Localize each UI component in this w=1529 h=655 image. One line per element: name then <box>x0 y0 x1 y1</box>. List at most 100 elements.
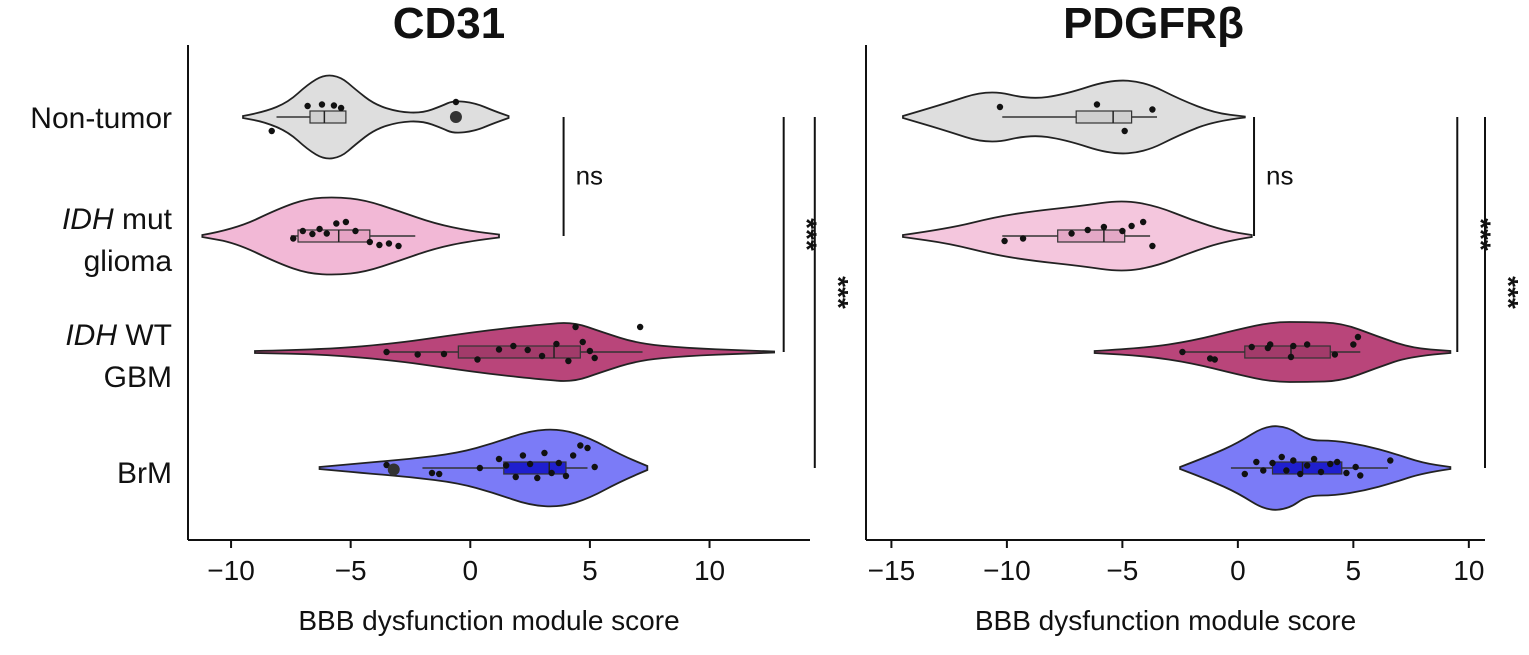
significance-label: *** <box>792 218 823 251</box>
data-point <box>591 463 598 471</box>
data-point <box>383 461 390 469</box>
data-point <box>366 238 374 246</box>
chart-panel-1: CD31 −10 −5 0 5 10 BBB dysfunction module scor… <box>30 0 854 636</box>
data-point <box>1019 235 1027 242</box>
x-tick-label: −10 <box>983 555 1031 586</box>
x-axis-label: BBB dysfunction module score <box>975 605 1356 636</box>
data-point <box>1354 333 1362 341</box>
data-point <box>1343 469 1350 477</box>
data-point <box>555 459 563 467</box>
data-point <box>299 227 307 235</box>
data-point <box>414 351 421 358</box>
chart-title: CD31 <box>393 0 506 48</box>
category-label: glioma <box>84 245 173 278</box>
data-point <box>579 338 586 346</box>
box-iqr <box>1244 345 1331 359</box>
data-point <box>534 474 541 482</box>
x-tick-label: −5 <box>335 555 367 586</box>
significance-label: ns <box>1266 161 1293 191</box>
violin-group-1 <box>242 74 510 160</box>
box-iqr <box>309 110 347 124</box>
x-axis-label: BBB dysfunction module score <box>298 605 679 636</box>
box-iqr <box>1075 110 1133 124</box>
x-tick-label: −15 <box>868 555 916 586</box>
data-point <box>1179 348 1186 356</box>
data-point <box>304 102 311 110</box>
data-point <box>323 230 330 237</box>
data-point <box>1149 106 1156 113</box>
data-point <box>383 348 390 356</box>
category-label-rest: mut <box>114 203 173 236</box>
data-point <box>290 235 297 242</box>
violin-group-2 <box>902 200 1253 272</box>
data-point <box>502 462 510 469</box>
x-tick-label: 0 <box>463 555 479 586</box>
chart-title: PDGFRβ <box>1063 0 1244 48</box>
data-point <box>330 102 338 109</box>
data-point <box>1387 457 1394 464</box>
outlier-point <box>387 463 400 476</box>
data-point <box>452 98 460 106</box>
box-iqr <box>297 229 371 243</box>
data-point <box>1283 467 1290 474</box>
data-point <box>519 452 527 459</box>
data-point <box>316 225 323 233</box>
data-point <box>495 346 503 353</box>
x-tick-label: 5 <box>582 555 598 586</box>
data-point <box>512 473 519 481</box>
category-label: Non-tumor <box>30 102 172 135</box>
x-tick-label: −5 <box>1106 555 1138 586</box>
significance-label: *** <box>823 276 854 309</box>
data-point <box>1331 351 1339 358</box>
data-point <box>591 354 598 362</box>
data-point <box>586 347 594 355</box>
data-point <box>268 127 275 135</box>
data-point <box>1266 341 1274 348</box>
data-point <box>565 357 572 365</box>
data-point <box>333 220 340 227</box>
category-label-rest: WT <box>117 319 172 352</box>
box-iqr <box>1057 229 1126 243</box>
data-point <box>1211 356 1218 363</box>
data-point <box>553 340 560 348</box>
violin-group-2 <box>201 196 500 276</box>
data-point <box>1317 468 1325 476</box>
significance-label: *** <box>1493 276 1524 309</box>
data-point <box>309 230 316 238</box>
x-tick-label: 10 <box>1453 555 1484 586</box>
chart-panel-2: PDGFRβ −15 −10 −5 0 5 10 BBB dysfunction module… <box>865 0 1524 636</box>
violin-group-1 <box>902 79 1246 155</box>
data-point <box>1297 470 1304 478</box>
violin-group-3 <box>254 322 776 382</box>
significance-label: ns <box>576 161 603 191</box>
data-point <box>538 352 546 360</box>
data-point <box>385 240 393 247</box>
x-tick-label: 10 <box>694 555 725 586</box>
data-point <box>548 469 555 477</box>
category-label: BrM <box>117 457 172 490</box>
data-point <box>1068 230 1075 237</box>
violin-group-3 <box>1093 321 1452 383</box>
data-point <box>1278 453 1285 461</box>
x-tick-label: −10 <box>207 555 255 586</box>
data-point <box>318 101 326 108</box>
data-point <box>476 464 484 472</box>
data-point <box>1139 218 1147 226</box>
violin-body <box>242 74 510 160</box>
data-point <box>1084 226 1091 234</box>
data-point <box>1310 455 1318 463</box>
data-point <box>1260 467 1267 474</box>
data-point <box>1352 463 1359 471</box>
box-iqr <box>457 345 581 359</box>
data-point <box>510 342 517 350</box>
data-point <box>1303 462 1311 469</box>
data-point <box>1149 242 1156 250</box>
data-point <box>996 103 1004 111</box>
data-point <box>1287 353 1295 361</box>
x-tick-label: 0 <box>1230 555 1246 586</box>
data-point <box>342 218 350 226</box>
data-point <box>562 472 570 480</box>
data-point <box>352 227 359 235</box>
data-point <box>1357 472 1364 479</box>
